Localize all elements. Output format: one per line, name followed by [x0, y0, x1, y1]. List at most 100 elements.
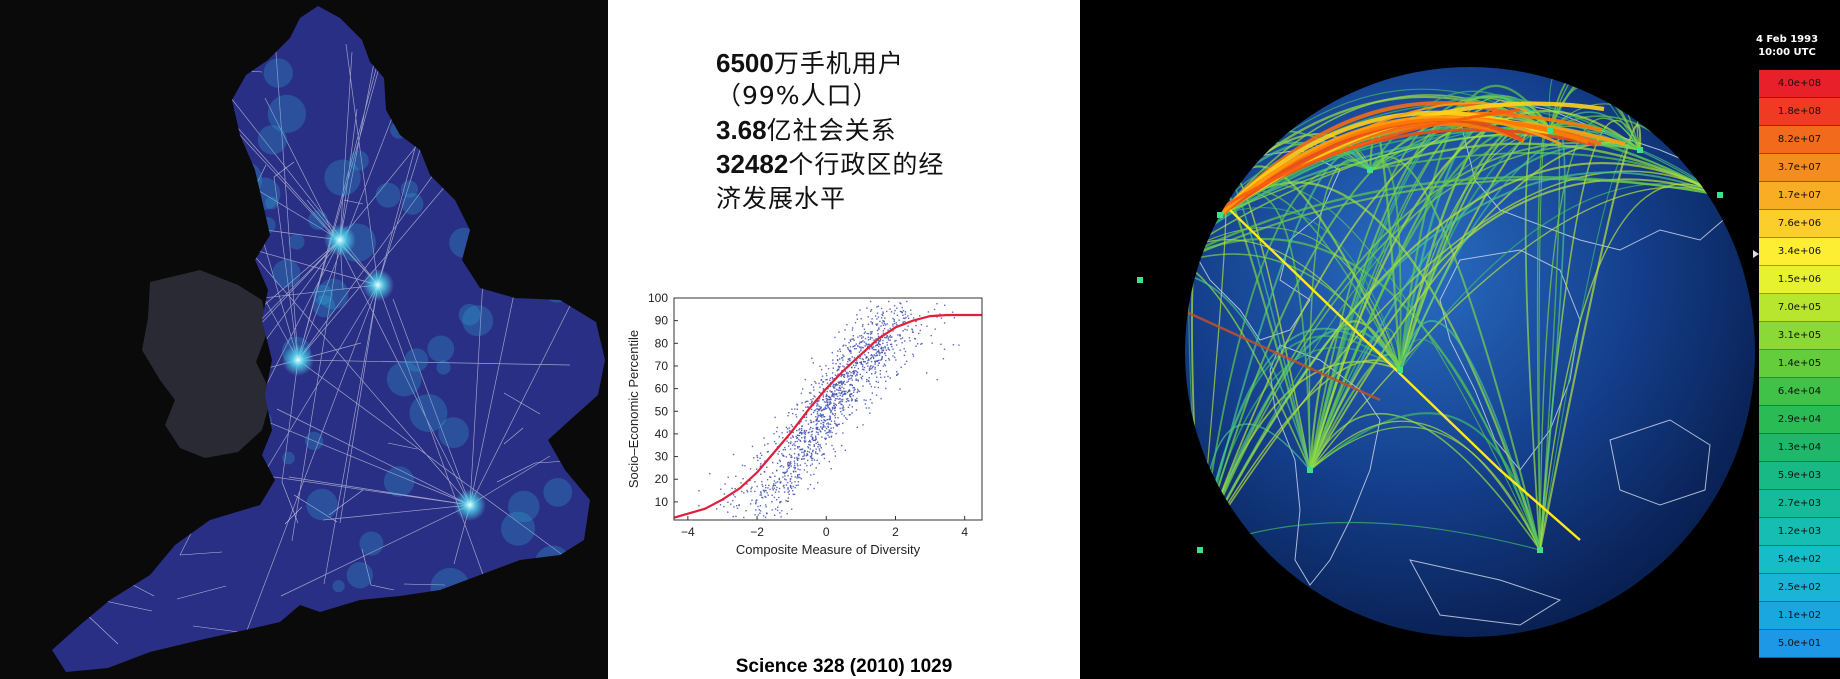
scatter-point: [823, 401, 826, 403]
scatter-point: [856, 371, 859, 374]
scatter-point: [829, 402, 831, 404]
scatter-point: [884, 336, 886, 339]
scatter-point: [822, 388, 825, 390]
scatter-point: [857, 390, 859, 392]
scatter-point: [794, 481, 796, 483]
scatter-point: [881, 356, 883, 359]
scatter-point: [788, 490, 790, 492]
scatter-point: [868, 407, 870, 409]
scatter-point: [854, 400, 857, 402]
scatter-point: [860, 350, 862, 352]
scale-swatch: 6.4e+04: [1759, 378, 1840, 406]
scale-swatch: 1.3e+04: [1759, 434, 1840, 462]
scatter-point: [842, 374, 844, 376]
scatter-point: [796, 458, 798, 460]
scatter-point: [832, 386, 835, 388]
scatter-point: [825, 401, 827, 403]
scatter-point: [815, 416, 817, 418]
scatter-point: [877, 341, 880, 344]
scatter-point: [838, 398, 840, 400]
scatter-point: [738, 504, 740, 506]
scatter-point: [810, 399, 812, 401]
scatter-point: [911, 329, 914, 331]
y-axis-label: Socio–Economic Percentile: [626, 330, 641, 488]
scatter-point: [842, 398, 844, 401]
scatter-point: [827, 418, 829, 421]
scatter-point: [856, 318, 859, 320]
scatter-point: [803, 453, 806, 455]
scatter-point: [818, 400, 820, 402]
scatter-point: [813, 389, 815, 391]
scatter-point: [830, 427, 832, 429]
scatter-point: [837, 368, 839, 371]
scatter-point: [810, 441, 812, 443]
scatter-point: [831, 412, 834, 415]
scatter-point: [793, 457, 796, 459]
scatter-point: [822, 381, 824, 383]
scatter-point: [805, 406, 807, 408]
scatter-point: [870, 365, 872, 367]
scatter-point: [796, 408, 798, 410]
scatter-point: [856, 426, 858, 428]
y-tick-label: 90: [655, 314, 669, 328]
scatter-point: [899, 302, 901, 304]
scatter-point: [779, 501, 781, 503]
scatter-point: [876, 318, 878, 320]
scatter-point: [958, 344, 960, 346]
scatter-point: [875, 371, 877, 373]
scatter-point: [904, 350, 907, 353]
scatter-point: [893, 318, 895, 321]
scatter-point: [780, 500, 782, 503]
flow-node: [1367, 167, 1373, 173]
scatter-point: [879, 370, 882, 372]
scatter-point: [847, 400, 849, 402]
global-flow-globe-panel: [1080, 0, 1840, 679]
scatter-point: [851, 329, 854, 331]
scatter-point: [810, 401, 813, 404]
scatter-point: [838, 382, 840, 385]
scatter-point: [756, 456, 759, 459]
scatter-point: [755, 501, 757, 504]
scatter-point: [889, 327, 891, 330]
scatter-point: [885, 349, 887, 351]
scatter-point: [824, 416, 826, 418]
scatter-point: [811, 453, 813, 455]
scatter-point: [859, 335, 861, 337]
scatter-point: [835, 394, 837, 396]
scatter-point: [808, 443, 810, 446]
scatter-point: [828, 460, 830, 463]
scatter-point: [831, 351, 833, 354]
scatter-point: [803, 416, 806, 418]
scatter-point: [876, 323, 879, 325]
scatter-point: [821, 436, 823, 438]
scatter-point: [902, 310, 905, 312]
scatter-point: [816, 453, 819, 455]
scatter-point: [828, 436, 830, 438]
scatter-point: [840, 380, 843, 382]
scatter-point: [798, 438, 800, 441]
scatter-point: [764, 460, 766, 462]
scatter-point: [820, 431, 822, 433]
scatter-point: [830, 430, 832, 432]
scatter-point: [732, 515, 734, 518]
scatter-point: [841, 392, 843, 394]
scatter-point: [904, 340, 906, 342]
scatter-point: [776, 509, 779, 512]
scatter-point: [817, 443, 819, 446]
scatter-point: [834, 336, 836, 339]
network-hubs: [282, 224, 486, 521]
diversity-study-panel: 6500万手机用户 （99%人口） 3.68亿社会关系 32482个行政区的经 …: [608, 0, 1080, 679]
scatter-point: [801, 451, 803, 453]
scatter-point: [855, 409, 858, 411]
scatter-point: [831, 395, 833, 398]
england-network-map-panel: [0, 0, 608, 679]
scatter-point: [892, 323, 894, 325]
scatter-point: [829, 377, 832, 379]
scatter-point: [888, 336, 890, 338]
scatter-point: [773, 496, 776, 499]
scatter-point: [803, 458, 805, 460]
scatter-point: [812, 457, 814, 460]
scale-swatch: 7.0e+05: [1759, 294, 1840, 322]
scatter-point: [837, 384, 839, 386]
scale-swatch: 2.5e+02: [1759, 574, 1840, 602]
